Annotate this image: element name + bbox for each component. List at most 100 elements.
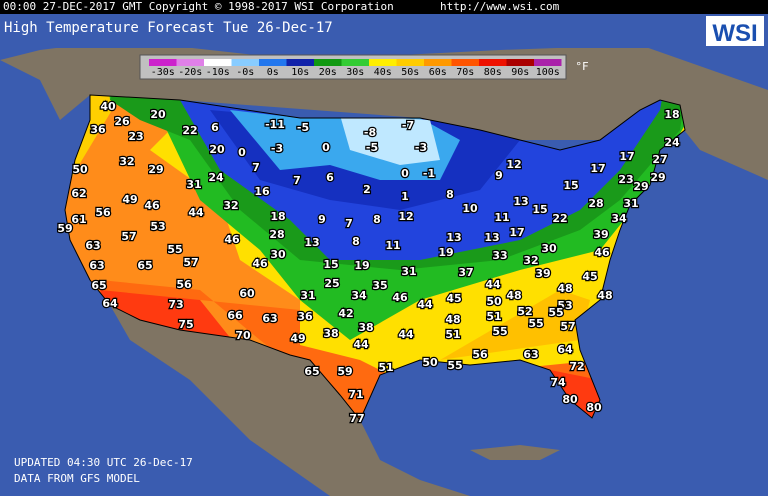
temperature-label: 77 bbox=[349, 412, 364, 425]
temperature-label: 52 bbox=[517, 305, 532, 318]
legend-label: 30s bbox=[346, 67, 364, 78]
temperature-label: 29 bbox=[633, 180, 648, 193]
temperature-label: 34 bbox=[611, 212, 627, 225]
temperature-label: 7 bbox=[252, 161, 260, 174]
temperature-label: 56 bbox=[95, 206, 111, 219]
legend-label: 40s bbox=[374, 67, 392, 78]
footer-source: DATA FROM GFS MODEL bbox=[14, 472, 140, 485]
temperature-label: 46 bbox=[252, 257, 268, 270]
temperature-label: 53 bbox=[150, 220, 165, 233]
legend-swatch bbox=[286, 59, 314, 66]
temperature-label: 17 bbox=[590, 162, 605, 175]
legend-label: -20s bbox=[178, 67, 202, 78]
temperature-label: 44 bbox=[485, 278, 501, 291]
temperature-label: 65 bbox=[304, 365, 319, 378]
temperature-label: 12 bbox=[398, 210, 413, 223]
legend-label: 60s bbox=[429, 67, 447, 78]
legend-swatch bbox=[341, 59, 369, 66]
temperature-label: -7 bbox=[402, 119, 414, 132]
temperature-label: 48 bbox=[557, 282, 572, 295]
temperature-label: -11 bbox=[265, 118, 285, 131]
temperature-label: 36 bbox=[297, 310, 313, 323]
temperature-label: 32 bbox=[119, 155, 134, 168]
temperature-label: 20 bbox=[209, 143, 225, 156]
legend-swatch bbox=[176, 59, 204, 66]
legend-swatch bbox=[259, 59, 287, 66]
temperature-label: 46 bbox=[392, 291, 408, 304]
temperature-label: 38 bbox=[358, 321, 373, 334]
temperature-label: 30 bbox=[270, 248, 286, 261]
temperature-label: 57 bbox=[560, 320, 575, 333]
temperature-label: 23 bbox=[618, 173, 633, 186]
temperature-label: 56 bbox=[472, 348, 488, 361]
legend-unit: °F bbox=[575, 60, 588, 73]
temperature-label: 53 bbox=[557, 299, 572, 312]
legend-label: 70s bbox=[456, 67, 474, 78]
legend-label: -10s bbox=[206, 67, 230, 78]
temperature-label: 15 bbox=[532, 203, 547, 216]
temperature-label: 48 bbox=[597, 289, 612, 302]
legend-swatch bbox=[231, 59, 259, 66]
footer-updated: UPDATED 04:30 UTC 26-Dec-17 bbox=[14, 456, 193, 469]
temperature-label: 2 bbox=[363, 183, 371, 196]
temperature-label: 1 bbox=[401, 190, 409, 203]
temperature-label: 8 bbox=[352, 235, 360, 248]
legend-swatch bbox=[506, 59, 534, 66]
temperature-label: 31 bbox=[623, 197, 638, 210]
temperature-label: 49 bbox=[122, 193, 137, 206]
temperature-label: -1 bbox=[423, 167, 435, 180]
temperature-label: 19 bbox=[354, 259, 369, 272]
temperature-label: 17 bbox=[619, 150, 634, 163]
temperature-label: 48 bbox=[445, 313, 460, 326]
temperature-label: 29 bbox=[650, 171, 665, 184]
temperature-label: 39 bbox=[535, 267, 550, 280]
temperature-label: 0 bbox=[322, 141, 330, 154]
temperature-label: 26 bbox=[114, 115, 130, 128]
temperature-label: 33 bbox=[492, 249, 507, 262]
legend-swatch bbox=[479, 59, 507, 66]
legend-label: 80s bbox=[484, 67, 502, 78]
temperature-label: 13 bbox=[484, 231, 499, 244]
temperature-label: 39 bbox=[593, 228, 608, 241]
temperature-label: 0 bbox=[238, 146, 246, 159]
legend-swatch bbox=[396, 59, 424, 66]
temperature-label: 46 bbox=[594, 246, 610, 259]
temperature-label: 44 bbox=[417, 298, 433, 311]
temperature-label: 62 bbox=[71, 187, 86, 200]
temperature-label: 32 bbox=[223, 199, 238, 212]
temperature-label: 45 bbox=[582, 270, 597, 283]
legend-swatch bbox=[451, 59, 479, 66]
temperature-label: 72 bbox=[569, 360, 584, 373]
title-bar bbox=[0, 14, 768, 48]
temperature-label: 31 bbox=[186, 178, 201, 191]
temperature-label: 7 bbox=[345, 217, 353, 230]
temperature-label: 75 bbox=[178, 318, 193, 331]
temperature-label: 73 bbox=[168, 298, 183, 311]
temperature-label: 25 bbox=[324, 277, 339, 290]
temperature-label: 74 bbox=[550, 376, 566, 389]
temperature-label: 64 bbox=[102, 297, 118, 310]
temperature-label: 11 bbox=[494, 211, 509, 224]
legend-swatch bbox=[424, 59, 452, 66]
logo-box bbox=[706, 16, 764, 46]
temperature-label: 50 bbox=[422, 356, 438, 369]
cuba bbox=[470, 445, 560, 460]
logo: WSI bbox=[712, 20, 757, 47]
temperature-label: -5 bbox=[297, 121, 309, 134]
temperature-label: 51 bbox=[486, 310, 501, 323]
temperature-label: 9 bbox=[495, 169, 503, 182]
mexico bbox=[110, 305, 470, 496]
temperature-label: 65 bbox=[91, 279, 106, 292]
temperature-label: 50 bbox=[72, 163, 88, 176]
temperature-label: 56 bbox=[176, 278, 192, 291]
temperature-label: 57 bbox=[183, 256, 198, 269]
legend-swatch bbox=[149, 59, 177, 66]
temperature-label: 55 bbox=[447, 359, 462, 372]
temperature-label: 24 bbox=[208, 171, 224, 184]
temperature-label: 18 bbox=[664, 108, 679, 121]
temperature-label: 40 bbox=[100, 100, 116, 113]
temperature-label: 29 bbox=[148, 163, 163, 176]
temperature-label: 22 bbox=[552, 212, 567, 225]
temperature-label: 28 bbox=[588, 197, 603, 210]
